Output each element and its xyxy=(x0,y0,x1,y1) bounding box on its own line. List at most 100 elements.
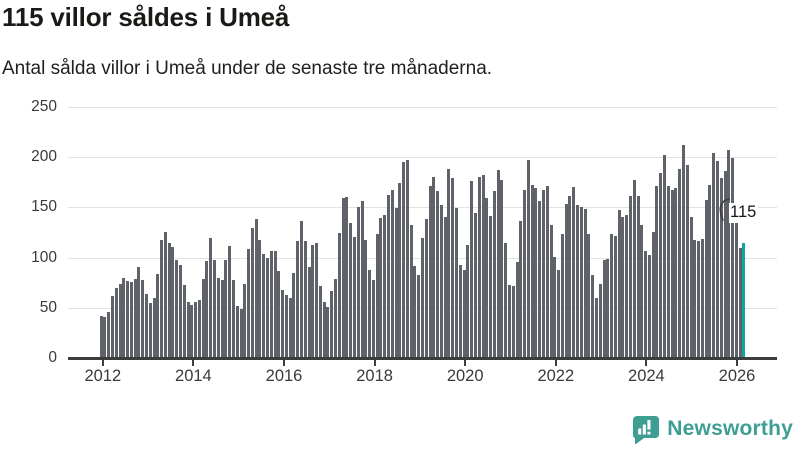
bar xyxy=(591,274,595,358)
bar xyxy=(651,231,655,358)
bar xyxy=(439,205,443,358)
bar xyxy=(201,278,205,358)
bar xyxy=(685,165,689,358)
bar xyxy=(300,221,303,358)
bar xyxy=(447,169,451,358)
bar xyxy=(594,297,598,358)
bar xyxy=(526,160,530,358)
bar xyxy=(432,177,436,358)
bar xyxy=(443,217,447,358)
bar xyxy=(708,185,712,358)
bar xyxy=(345,197,349,358)
annotation-latest-value: 115 xyxy=(729,203,759,223)
bar xyxy=(284,294,288,358)
bar xyxy=(231,279,235,358)
bar xyxy=(118,283,122,358)
bar xyxy=(133,278,137,358)
bar xyxy=(269,250,273,358)
y-tick-label-150: 150 xyxy=(31,198,57,216)
bar xyxy=(337,232,341,358)
bar xyxy=(523,190,527,358)
bar xyxy=(394,208,398,358)
bar xyxy=(303,240,307,358)
annotation-connector-icon xyxy=(719,198,730,221)
bar xyxy=(383,215,387,358)
newsworthy-wordmark: Newsworthy xyxy=(667,417,793,440)
bar xyxy=(598,283,602,358)
bar xyxy=(326,306,330,358)
bar xyxy=(576,205,580,358)
bar xyxy=(727,150,731,358)
bar xyxy=(235,305,239,358)
bar xyxy=(179,264,182,358)
bar xyxy=(731,158,735,358)
bar xyxy=(666,186,670,358)
bar xyxy=(519,221,523,358)
bar xyxy=(734,207,738,358)
bar xyxy=(137,266,141,358)
bar xyxy=(534,188,538,358)
x-axis-line xyxy=(68,357,777,360)
bar xyxy=(485,198,489,358)
bar xyxy=(175,259,179,358)
bar xyxy=(386,195,390,358)
bar xyxy=(466,244,470,358)
bar xyxy=(697,240,701,358)
bar xyxy=(356,207,360,358)
bar xyxy=(704,200,708,358)
bar-latest-highlight xyxy=(742,242,746,358)
bar xyxy=(674,188,678,358)
bar xyxy=(167,242,171,358)
bar xyxy=(572,187,576,358)
gridline-250 xyxy=(68,107,777,108)
bar xyxy=(629,196,632,358)
bar xyxy=(375,233,379,358)
bar xyxy=(103,316,107,358)
bar xyxy=(197,299,201,358)
chart-title: 115 villor såldes i Umeå xyxy=(2,2,290,32)
bar xyxy=(617,210,621,358)
y-tick-label-100: 100 xyxy=(31,248,57,266)
bar xyxy=(213,259,217,358)
bar xyxy=(205,260,209,358)
bar xyxy=(538,201,542,358)
bar xyxy=(473,213,477,358)
bar xyxy=(663,155,667,358)
bar xyxy=(587,233,591,358)
newsworthy-logo-icon xyxy=(633,416,660,444)
bar xyxy=(171,246,175,358)
bar xyxy=(621,217,625,358)
bar xyxy=(557,269,561,358)
bar xyxy=(655,186,659,358)
bar xyxy=(424,219,428,358)
bar xyxy=(277,270,281,358)
x-tick-2024 xyxy=(645,359,648,366)
bar xyxy=(417,274,421,358)
bar xyxy=(307,266,311,358)
bar xyxy=(107,311,111,358)
bar xyxy=(99,315,103,358)
bar xyxy=(243,283,247,358)
bar xyxy=(341,198,345,358)
bar xyxy=(496,170,500,358)
bar xyxy=(636,196,640,358)
bar xyxy=(182,284,186,358)
bar xyxy=(436,191,440,358)
bar xyxy=(402,162,406,358)
bar xyxy=(156,273,160,358)
bar xyxy=(220,279,224,358)
bar xyxy=(530,185,534,358)
bar xyxy=(349,223,353,358)
bar xyxy=(405,160,409,358)
bar xyxy=(670,190,674,358)
x-tick-label-2022: 2022 xyxy=(537,367,575,385)
gridline-200 xyxy=(68,157,777,159)
bar xyxy=(262,253,266,358)
bar xyxy=(413,265,417,358)
x-tick-2014 xyxy=(192,359,195,366)
bar xyxy=(458,264,462,358)
bar xyxy=(288,297,292,358)
x-tick-2018 xyxy=(373,359,376,366)
x-tick-label-2018: 2018 xyxy=(356,367,393,385)
bar xyxy=(281,289,285,358)
